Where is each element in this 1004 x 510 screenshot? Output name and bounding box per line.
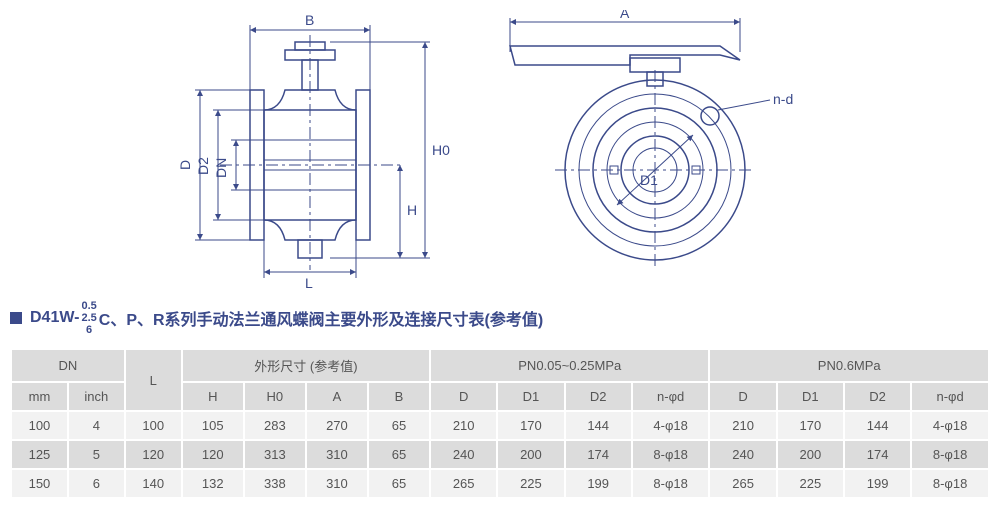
th-shape: 外形尺寸 (参考值) [182, 349, 430, 382]
th-pn1: PN0.05~0.25MPa [430, 349, 709, 382]
technical-drawing: B L D D2 DN H0 [10, 10, 990, 290]
th-D2: D2 [844, 382, 911, 411]
dim-label-DN: DN [213, 158, 229, 178]
table-row: 1255120120313310652402001748-φ1824020017… [11, 440, 989, 469]
th-n-φd: n-φd [911, 382, 989, 411]
title-prefix: D41W- [30, 309, 79, 327]
th-mm: mm [11, 382, 68, 411]
th-H: H [182, 382, 244, 411]
th-DN: DN [11, 349, 125, 382]
th-D: D [709, 382, 776, 411]
title-fraction: 0.5 2.5 6 [81, 300, 96, 336]
dim-label-H0: H0 [432, 142, 450, 158]
th-D1: D1 [497, 382, 564, 411]
dim-label-nd: n-d [773, 91, 793, 107]
th-B: B [368, 382, 430, 411]
dim-label-D1: D1 [640, 172, 658, 188]
title-text: D41W- 0.5 2.5 6 C、P、R系列手动法兰通风蝶阀主要外形及连接尺寸… [30, 300, 543, 336]
dim-label-B: B [305, 12, 314, 28]
th-D1: D1 [777, 382, 844, 411]
table-row: 1004100105283270652101701444-φ1821017014… [11, 411, 989, 440]
drawing-svg: B L D D2 DN H0 [10, 10, 990, 290]
dim-label-L: L [305, 275, 313, 290]
title-bullet-icon [10, 312, 22, 324]
table-row: 1506140132338310652652251998-φ1826522519… [11, 469, 989, 498]
dim-label-A: A [620, 10, 630, 21]
dim-label-H: H [407, 202, 417, 218]
table-group-header-row: DN L 外形尺寸 (参考值) PN0.05~0.25MPa PN0.6MPa [11, 349, 989, 382]
section-title: D41W- 0.5 2.5 6 C、P、R系列手动法兰通风蝶阀主要外形及连接尺寸… [10, 300, 994, 336]
th-pn2: PN0.6MPa [709, 349, 989, 382]
dim-label-D: D [177, 160, 193, 170]
th-D: D [430, 382, 497, 411]
th-A: A [306, 382, 368, 411]
th-D2: D2 [565, 382, 632, 411]
title-suffix: C、P、R系列手动法兰通风蝶阀主要外形及连接尺寸表(参考值) [99, 306, 543, 330]
th-L: L [125, 349, 182, 411]
dimensions-table: DN L 外形尺寸 (参考值) PN0.05~0.25MPa PN0.6MPa … [10, 348, 990, 499]
th-inch: inch [68, 382, 125, 411]
th-n-φd: n-φd [632, 382, 710, 411]
dim-label-D2: D2 [195, 157, 211, 175]
th-H0: H0 [244, 382, 306, 411]
